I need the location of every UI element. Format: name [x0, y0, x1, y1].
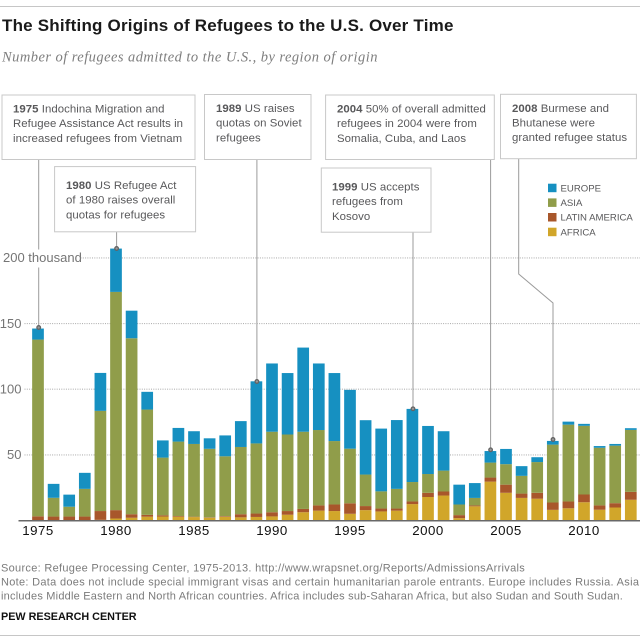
svg-text:2010: 2010 — [568, 523, 599, 538]
svg-text:Bhutanese were: Bhutanese were — [512, 118, 595, 130]
svg-text:1990: 1990 — [256, 523, 287, 538]
svg-text:2004 50% of overall admitted: 2004 50% of overall admitted — [337, 104, 486, 116]
svg-text:refugees in 2004 were from: refugees in 2004 were from — [337, 118, 477, 130]
svg-text:1975 Indochina Migration and: 1975 Indochina Migration and — [13, 104, 165, 116]
svg-text:200 thousand: 200 thousand — [3, 250, 82, 265]
svg-text:Number of refugees admitted to: Number of refugees admitted to the U.S.,… — [1, 50, 378, 66]
svg-text:50: 50 — [7, 447, 21, 462]
svg-text:LATIN AMERICA: LATIN AMERICA — [561, 213, 634, 224]
svg-text:1980 US Refugee Act: 1980 US Refugee Act — [66, 180, 177, 192]
svg-text:increased refugees from Vietna: increased refugees from Vietnam — [13, 133, 182, 145]
svg-text:includes Middle Eastern and No: includes Middle Eastern and North Africa… — [1, 591, 623, 603]
svg-text:refugees from: refugees from — [332, 196, 403, 208]
svg-text:1989 US raises: 1989 US raises — [216, 103, 295, 115]
svg-text:Note: Data does not include sp: Note: Data does not include special immi… — [1, 577, 640, 589]
svg-text:Somalia, Cuba, and Laos: Somalia, Cuba, and Laos — [337, 133, 466, 145]
svg-text:quotas on Soviet: quotas on Soviet — [216, 118, 302, 130]
svg-text:1999 US accepts: 1999 US accepts — [332, 182, 420, 194]
svg-text:AFRICA: AFRICA — [561, 227, 597, 238]
svg-text:refugees: refugees — [216, 132, 261, 144]
svg-text:2005: 2005 — [490, 523, 521, 538]
svg-text:100: 100 — [0, 382, 22, 397]
svg-text:EUROPE: EUROPE — [561, 183, 602, 194]
svg-text:The Shifting Origins of Refuge: The Shifting Origins of Refugees to the … — [2, 16, 454, 35]
svg-text:ASIA: ASIA — [561, 198, 583, 209]
svg-text:PEW RESEARCH CENTER: PEW RESEARCH CENTER — [1, 611, 137, 623]
svg-text:quotas for refugees: quotas for refugees — [66, 209, 165, 221]
svg-text:1995: 1995 — [334, 523, 365, 538]
svg-text:150: 150 — [0, 316, 22, 331]
svg-text:2000: 2000 — [412, 523, 443, 538]
svg-text:Kosovo: Kosovo — [332, 211, 370, 223]
svg-text:2008 Burmese and: 2008 Burmese and — [512, 103, 609, 115]
svg-text:1985: 1985 — [178, 523, 209, 538]
svg-text:1980: 1980 — [100, 523, 131, 538]
svg-text:1975: 1975 — [22, 523, 53, 538]
svg-text:of 1980 raises overall: of 1980 raises overall — [66, 195, 175, 207]
svg-text:Source: Refugee Processing Cen: Source: Refugee Processing Center, 1975-… — [1, 563, 525, 575]
svg-text:Refugee Assistance Act results: Refugee Assistance Act results in — [13, 118, 183, 130]
svg-text:granted refugee status: granted refugee status — [512, 132, 627, 144]
